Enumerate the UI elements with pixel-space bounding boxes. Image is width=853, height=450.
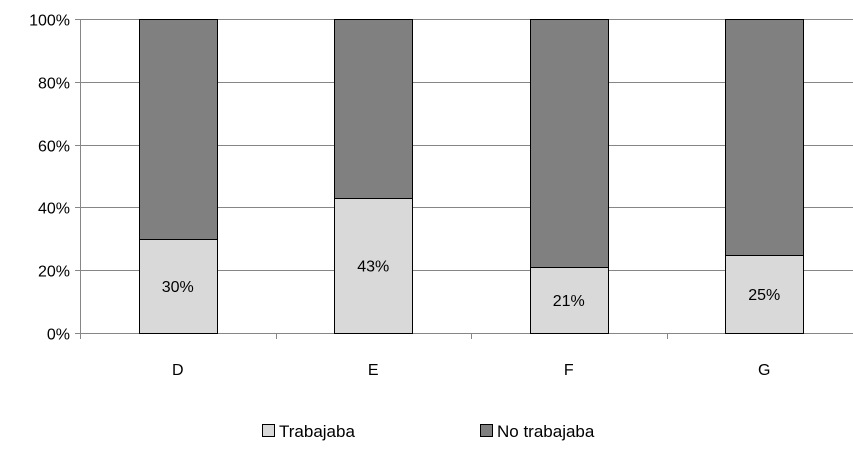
legend-swatch [480,424,493,437]
y-tick-label: 80% [38,76,70,93]
y-tick-label: 0% [47,327,70,344]
y-tick-label: 60% [38,139,70,156]
data-label: 43% [357,258,389,275]
bars [139,19,804,334]
x-tick-label: E [368,362,379,379]
y-tick-label: 20% [38,264,70,281]
data-labels: 30% 43% 21% 25% [162,258,781,310]
x-tick-label: G [758,362,770,379]
data-label: 21% [553,293,585,310]
axes: 0% 20% 40% 60% 80% 100% D E F G [29,13,853,379]
bar-no-trabajaba-g [725,19,804,256]
data-label: 25% [748,287,780,304]
data-label: 30% [162,279,194,296]
y-tick-label: 100% [29,13,70,30]
bar-no-trabajaba-f [530,19,609,268]
legend-label: No trabajaba [497,422,595,441]
bar-no-trabajaba-d [139,19,218,240]
legend-label: Trabajaba [279,422,355,441]
bar-trabajaba-g [725,255,804,334]
legend-swatch [262,424,275,437]
x-tick-label: F [564,362,574,379]
x-tick-label: D [172,362,184,379]
legend: Trabajaba No trabajaba [262,422,595,441]
bar-trabajaba-f [530,267,609,334]
bar-no-trabajaba-e [334,19,413,199]
y-tick-label: 40% [38,201,70,218]
